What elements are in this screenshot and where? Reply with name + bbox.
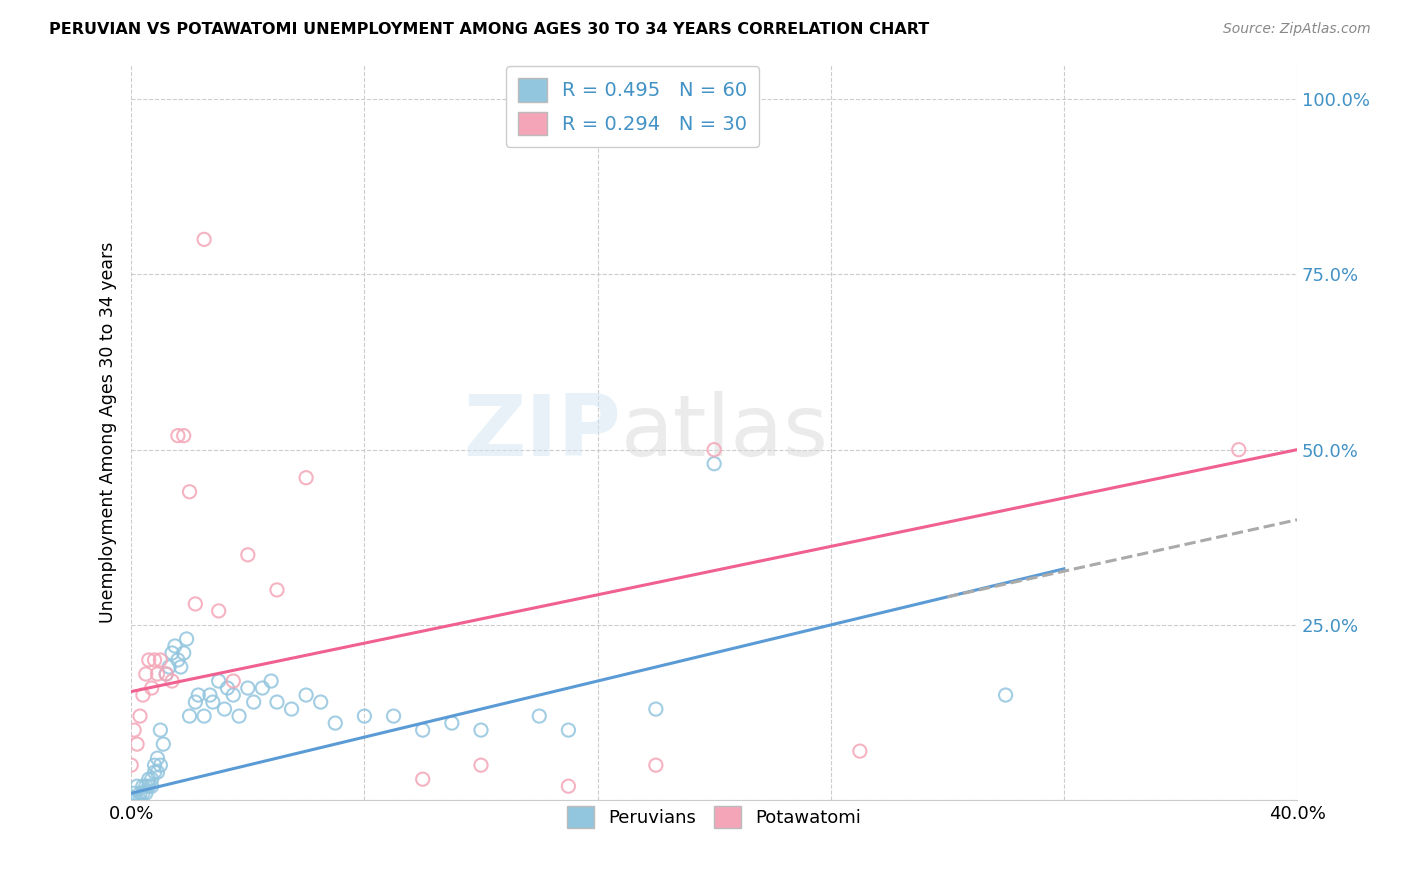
Point [132, 786, 155, 800]
Point [557, 779, 579, 793]
Point [167, 653, 190, 667]
Point [122, 786, 145, 800]
Point [122, 723, 145, 738]
Point [129, 709, 152, 723]
Point [280, 702, 302, 716]
Point [557, 723, 579, 738]
Point [160, 646, 183, 660]
Y-axis label: Unemployment Among Ages 30 to 34 years: Unemployment Among Ages 30 to 34 years [100, 242, 117, 623]
Point [173, 646, 195, 660]
Point [208, 604, 231, 618]
Point [236, 681, 259, 695]
Point [323, 716, 346, 731]
Point [644, 758, 666, 772]
Point [135, 667, 157, 681]
Point [184, 597, 207, 611]
Point [129, 786, 152, 800]
Point [179, 709, 201, 723]
Point [208, 673, 231, 688]
Point [266, 582, 288, 597]
Point [138, 779, 160, 793]
Point [222, 688, 245, 702]
Point [222, 673, 245, 688]
Point [143, 653, 166, 667]
Legend: Peruvians, Potawatomi: Peruvians, Potawatomi [560, 799, 869, 836]
Point [135, 786, 157, 800]
Point [152, 737, 174, 751]
Point [149, 758, 172, 772]
Point [138, 772, 160, 787]
Point [193, 709, 215, 723]
Point [214, 702, 236, 716]
Point [143, 765, 166, 780]
Point [703, 442, 725, 457]
Point [201, 695, 224, 709]
Point [141, 772, 163, 787]
Point [1227, 442, 1250, 457]
Point [295, 688, 318, 702]
Point [141, 681, 163, 695]
Point [382, 709, 405, 723]
Point [179, 484, 201, 499]
Point [146, 751, 169, 765]
Text: ZIP: ZIP [463, 391, 621, 474]
Point [135, 779, 157, 793]
Point [132, 779, 155, 793]
Point [132, 688, 155, 702]
Point [529, 709, 551, 723]
Point [120, 758, 142, 772]
Point [470, 758, 492, 772]
Point [129, 793, 152, 807]
Text: PERUVIAN VS POTAWATOMI UNEMPLOYMENT AMONG AGES 30 TO 34 YEARS CORRELATION CHART: PERUVIAN VS POTAWATOMI UNEMPLOYMENT AMON… [49, 22, 929, 37]
Point [184, 695, 207, 709]
Point [122, 793, 145, 807]
Point [157, 660, 180, 674]
Point [849, 744, 872, 758]
Point [236, 548, 259, 562]
Point [242, 695, 264, 709]
Point [295, 471, 318, 485]
Point [470, 723, 492, 738]
Point [703, 457, 725, 471]
Point [163, 639, 186, 653]
Point [252, 681, 274, 695]
Point [173, 428, 195, 442]
Point [412, 772, 434, 787]
Point [125, 779, 148, 793]
Point [266, 695, 288, 709]
Point [125, 737, 148, 751]
Point [176, 632, 198, 646]
Point [193, 232, 215, 246]
Point [187, 688, 209, 702]
Point [143, 758, 166, 772]
Point [260, 673, 283, 688]
Point [353, 709, 375, 723]
Point [146, 765, 169, 780]
Point [155, 667, 177, 681]
Point [412, 723, 434, 738]
Point [170, 660, 193, 674]
Point [146, 667, 169, 681]
Point [994, 688, 1017, 702]
Point [198, 688, 221, 702]
Point [217, 681, 239, 695]
Point [149, 653, 172, 667]
Point [141, 779, 163, 793]
Point [167, 428, 190, 442]
Point [309, 695, 332, 709]
Point [644, 702, 666, 716]
Point [149, 723, 172, 738]
Point [120, 793, 142, 807]
Point [440, 716, 463, 731]
Point [155, 667, 177, 681]
Text: Source: ZipAtlas.com: Source: ZipAtlas.com [1223, 22, 1371, 37]
Point [138, 653, 160, 667]
Point [228, 709, 250, 723]
Point [160, 673, 183, 688]
Point [125, 793, 148, 807]
Text: atlas: atlas [621, 391, 830, 474]
